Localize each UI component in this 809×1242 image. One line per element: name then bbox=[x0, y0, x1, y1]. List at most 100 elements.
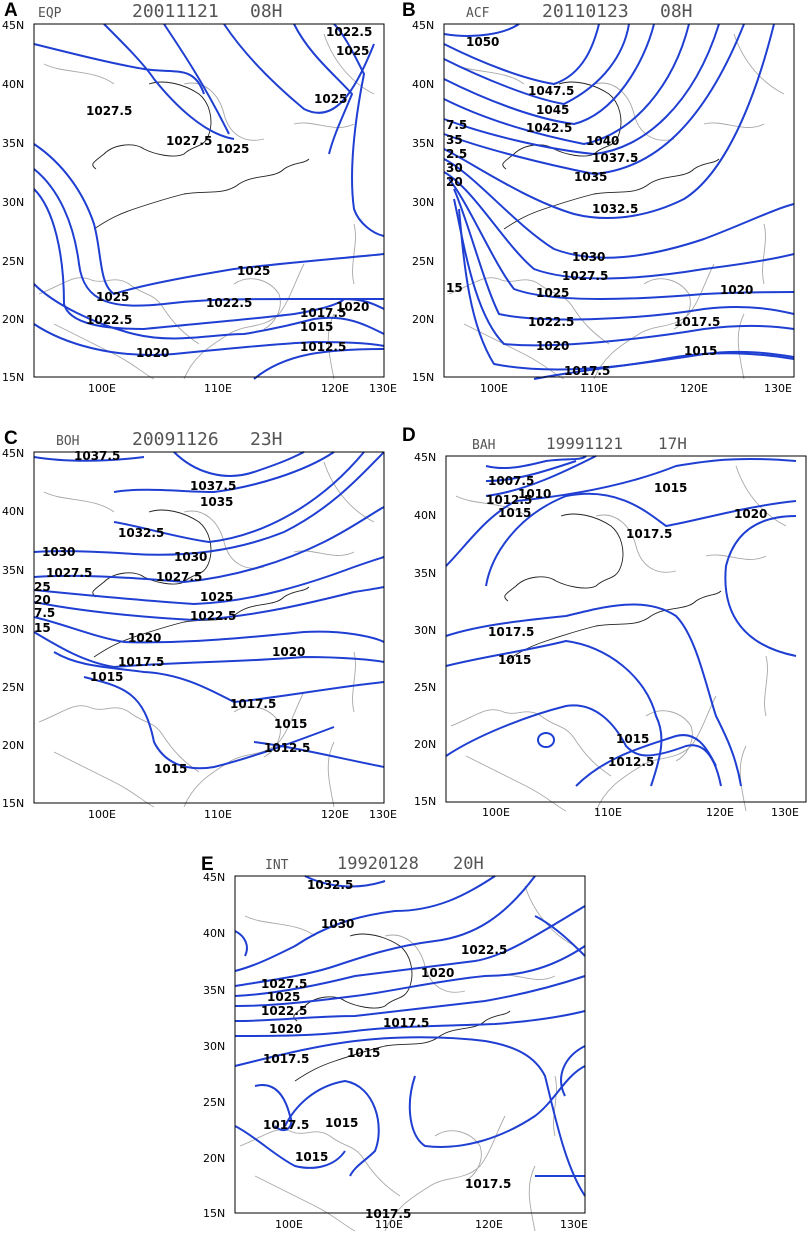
svg-text:110E: 110E bbox=[204, 808, 232, 821]
svg-text:1017.5: 1017.5 bbox=[564, 364, 610, 378]
svg-text:1020: 1020 bbox=[128, 631, 161, 645]
svg-text:1020: 1020 bbox=[269, 1022, 302, 1036]
isobar-label: 1012.5 bbox=[300, 340, 346, 354]
svg-text:45N: 45N bbox=[2, 19, 24, 32]
svg-text:20N: 20N bbox=[2, 739, 24, 752]
svg-text:20: 20 bbox=[34, 593, 51, 607]
svg-text:20N: 20N bbox=[203, 1152, 225, 1165]
svg-text:30N: 30N bbox=[412, 196, 434, 209]
svg-text:30N: 30N bbox=[414, 624, 436, 637]
panel-c-hour: 23H bbox=[250, 429, 283, 450]
x-axis-ticks: 100E 110E 120E 130E bbox=[480, 382, 792, 395]
svg-text:110E: 110E bbox=[594, 806, 622, 819]
panel-a-hour: 08H bbox=[250, 1, 283, 22]
isobar-label: 1027.5 bbox=[86, 104, 132, 118]
svg-text:40N: 40N bbox=[414, 509, 436, 522]
x-axis-ticks: 100E 110E 120E 130E bbox=[88, 808, 397, 821]
panel-d-date: 19991121 bbox=[546, 434, 623, 453]
svg-text:1020: 1020 bbox=[536, 339, 569, 353]
isobars bbox=[234, 875, 586, 1197]
panel-a: A EQP 20011121 08H 1022.5 1025 1025 1027… bbox=[2, 0, 397, 395]
svg-text:1025: 1025 bbox=[267, 990, 300, 1004]
panel-e-hour: 20H bbox=[453, 854, 484, 874]
svg-text:1017.5: 1017.5 bbox=[465, 1177, 511, 1191]
svg-text:45N: 45N bbox=[203, 871, 225, 884]
svg-text:1017.5: 1017.5 bbox=[365, 1207, 411, 1221]
isobar-label: 1025 bbox=[216, 142, 249, 156]
svg-text:15N: 15N bbox=[412, 371, 434, 384]
svg-text:1032.5: 1032.5 bbox=[307, 878, 353, 892]
isobar-label: 1022.5 bbox=[86, 313, 132, 327]
panel-d: D BAH 19991121 17H 1007.5 1010 1012.5 10… bbox=[402, 425, 807, 819]
isobar-label: 1020 bbox=[136, 346, 169, 360]
svg-text:1015: 1015 bbox=[90, 670, 123, 684]
panel-a-date: 20011121 bbox=[132, 1, 219, 22]
svg-text:1032.5: 1032.5 bbox=[118, 526, 164, 540]
svg-text:1027.5: 1027.5 bbox=[562, 269, 608, 283]
isobar-label: 1015 bbox=[300, 320, 333, 334]
svg-text:1017.5: 1017.5 bbox=[488, 625, 534, 639]
panel-b-case: ACF bbox=[466, 6, 490, 21]
svg-text:1015: 1015 bbox=[154, 762, 187, 776]
panel-letter-e: E bbox=[201, 854, 214, 875]
panel-b-hour: 08H bbox=[660, 1, 693, 22]
map-frame bbox=[445, 455, 807, 803]
svg-text:1017.5: 1017.5 bbox=[263, 1118, 309, 1132]
svg-text:120E: 120E bbox=[680, 382, 708, 395]
svg-text:35N: 35N bbox=[203, 984, 225, 997]
panel-e: E INT 19920128 20H 1032.5 1030 1022.5 bbox=[201, 854, 588, 1232]
svg-text:40N: 40N bbox=[412, 78, 434, 91]
isobar-label: 1025 bbox=[314, 92, 347, 106]
panel-b-date: 20110123 bbox=[542, 1, 629, 22]
map-frame bbox=[33, 451, 385, 804]
panel-c-case: BOH bbox=[56, 434, 79, 449]
svg-text:1032.5: 1032.5 bbox=[592, 202, 638, 216]
x-axis-ticks: 100E 110E 120E 130E bbox=[275, 1218, 588, 1231]
panel-d-case: BAH bbox=[472, 438, 495, 453]
panel-c-date: 20091126 bbox=[132, 429, 219, 450]
panel-letter-b: B bbox=[402, 0, 416, 21]
svg-text:1047.5: 1047.5 bbox=[528, 84, 574, 98]
svg-text:1022.5: 1022.5 bbox=[261, 1004, 307, 1018]
svg-text:1030: 1030 bbox=[42, 545, 75, 559]
panel-letter-c: C bbox=[4, 428, 18, 449]
svg-text:110E: 110E bbox=[204, 382, 232, 395]
svg-text:1012.5: 1012.5 bbox=[608, 755, 654, 769]
isobars bbox=[443, 23, 795, 380]
svg-text:45N: 45N bbox=[414, 451, 436, 464]
svg-text:7.5: 7.5 bbox=[34, 606, 55, 620]
svg-text:25N: 25N bbox=[2, 681, 24, 694]
svg-text:30N: 30N bbox=[203, 1040, 225, 1053]
y-axis-ticks: 45N 40N 35N 30N 25N 20N 15N bbox=[2, 447, 24, 810]
svg-text:100E: 100E bbox=[88, 382, 116, 395]
svg-text:35N: 35N bbox=[412, 137, 434, 150]
svg-text:1030: 1030 bbox=[572, 250, 605, 264]
map-frame bbox=[443, 23, 795, 378]
svg-text:1020: 1020 bbox=[421, 966, 454, 980]
svg-text:20N: 20N bbox=[2, 313, 24, 326]
svg-text:120E: 120E bbox=[321, 808, 349, 821]
svg-text:45N: 45N bbox=[2, 447, 24, 460]
svg-text:120E: 120E bbox=[475, 1218, 503, 1231]
isobar-label: 1027.5 bbox=[166, 134, 212, 148]
svg-text:40N: 40N bbox=[203, 927, 225, 940]
isobar-labels: 1007.5 1010 1012.5 1015 1015 1017.5 1020… bbox=[486, 474, 767, 769]
svg-text:35N: 35N bbox=[2, 564, 24, 577]
svg-text:100E: 100E bbox=[482, 806, 510, 819]
svg-text:120E: 120E bbox=[706, 806, 734, 819]
svg-text:40N: 40N bbox=[2, 78, 24, 91]
map-frame bbox=[234, 875, 586, 1214]
svg-text:1035: 1035 bbox=[200, 495, 233, 509]
svg-text:25N: 25N bbox=[414, 681, 436, 694]
svg-text:1030: 1030 bbox=[174, 550, 207, 564]
panel-a-case: EQP bbox=[38, 6, 62, 21]
svg-text:1017.5: 1017.5 bbox=[230, 697, 276, 711]
svg-text:1037.5: 1037.5 bbox=[74, 449, 120, 463]
panel-letter-a: A bbox=[4, 0, 18, 21]
svg-text:1022.5: 1022.5 bbox=[528, 315, 574, 329]
svg-text:20: 20 bbox=[446, 175, 463, 189]
y-axis-ticks: 45N 40N 35N 30N 25N 20N 15N bbox=[414, 451, 436, 808]
isobar-labels: 1037.5 1037.5 1035 1032.5 1030 1030 1027… bbox=[34, 449, 310, 776]
y-axis-ticks: 45N 40N 35N 30N 25N 20N 15N bbox=[412, 19, 434, 384]
svg-text:1022.5: 1022.5 bbox=[461, 943, 507, 957]
